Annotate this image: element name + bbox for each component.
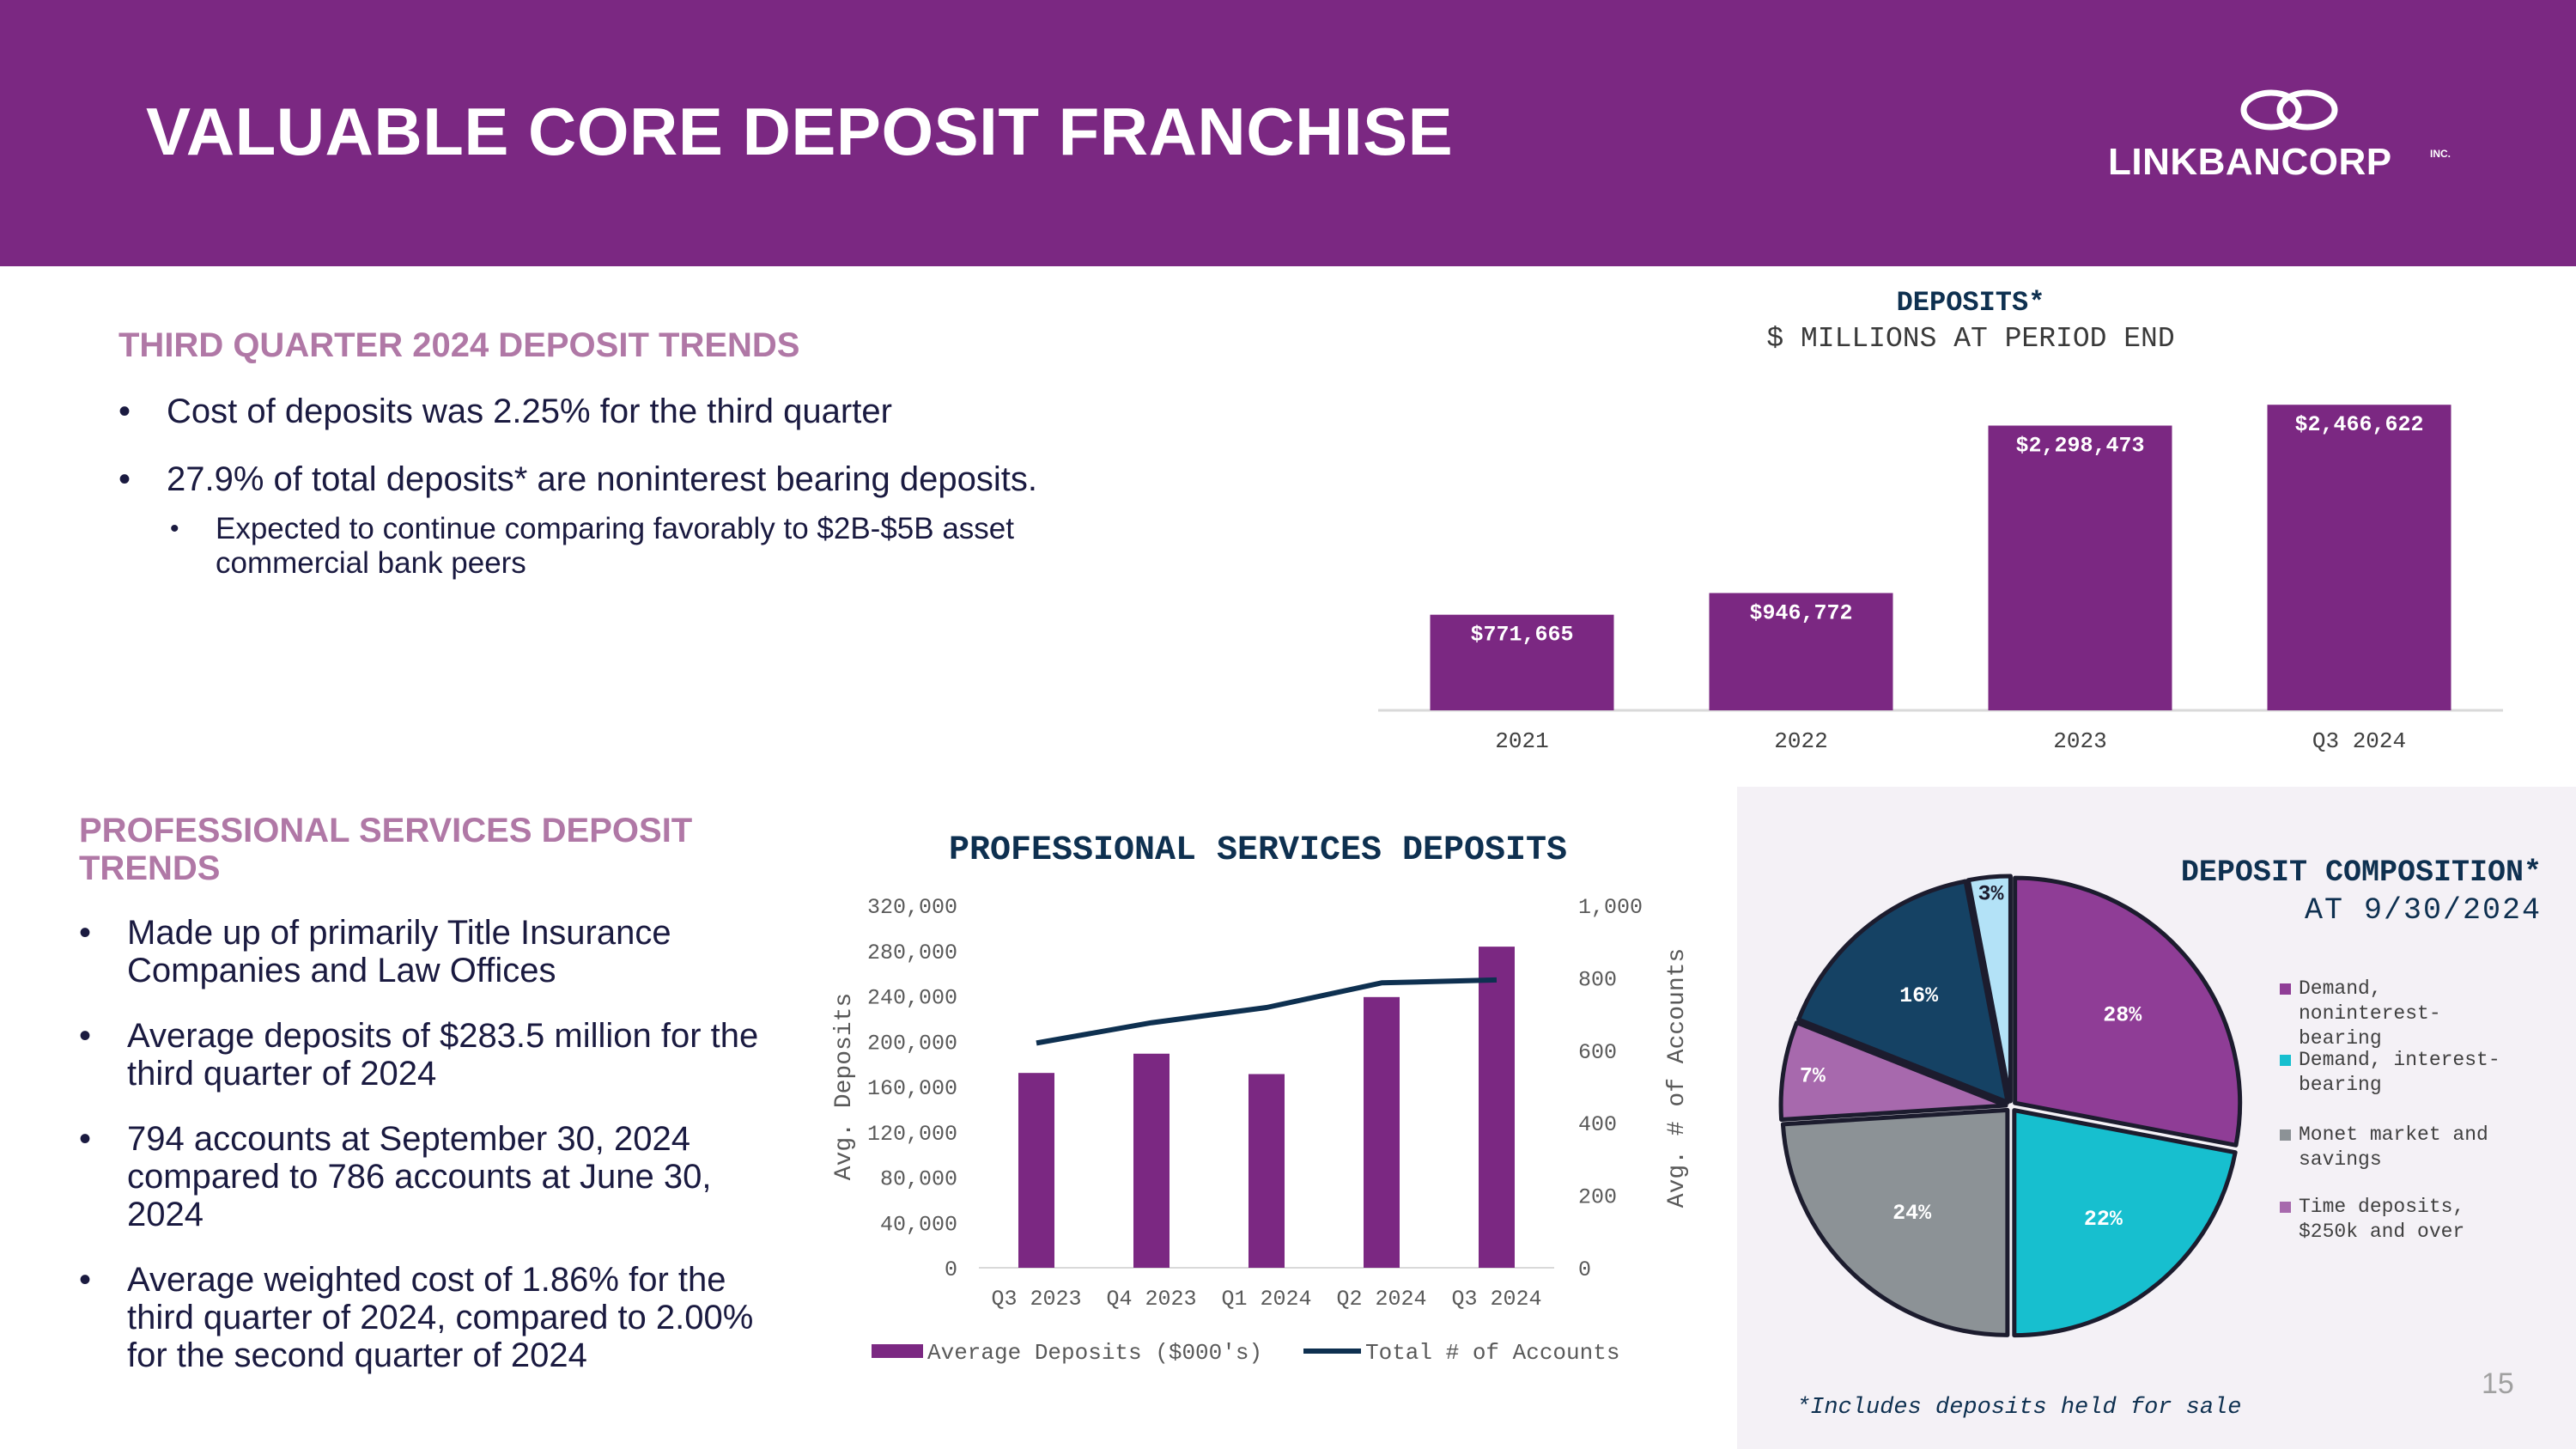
x-tick-label: Q3 2024 — [1451, 1287, 1541, 1312]
y2-tick-label: 0 — [1578, 1257, 1591, 1282]
legend-label: Time deposits, — [2299, 1196, 2464, 1218]
legend-label: Total # of Accounts — [1365, 1340, 1619, 1366]
legend-label: bearing — [2299, 1027, 2382, 1050]
x-tick-label: Q1 2024 — [1221, 1287, 1311, 1312]
y2-tick-label: 1,000 — [1578, 895, 1643, 920]
legend-label: Monet market and — [2299, 1123, 2488, 1146]
y-axis-label: Avg. Deposits — [831, 993, 858, 1180]
y-tick-label: 240,000 — [867, 986, 957, 1011]
legend-label: Average Deposits ($000's) — [927, 1340, 1262, 1366]
composition-chart-title: DEPOSIT COMPOSITION* — [2180, 855, 2542, 890]
y-tick-label: 280,000 — [867, 941, 957, 965]
professional-services-chart-title: PROFESSIONAL SERVICES DEPOSITS — [948, 831, 1568, 870]
list-item: Cost of deposits was 2.25% for the third… — [118, 393, 1200, 430]
y-tick-label: 0 — [945, 1257, 957, 1282]
bar — [1988, 425, 2172, 710]
deposits-bar-chart: $771,665 2021 $946,772 2022 $2,298,473 2023 $2… — [1378, 405, 2503, 754]
legend-label: Demand, — [2299, 977, 2382, 1000]
legend-label: $250k and over — [2299, 1221, 2464, 1243]
bar — [1249, 1074, 1285, 1268]
professional-services-list: Made up of primarily Title Insurance Com… — [79, 914, 792, 1374]
logo-text: LINKBANCORP — [2108, 141, 2392, 183]
linkbancorp-logo: LINKBANCORP INC. — [2108, 79, 2469, 191]
pie-data-label: 22% — [2084, 1207, 2123, 1232]
pie-data-label: 24% — [1893, 1201, 1932, 1226]
y-tick-label: 120,000 — [867, 1122, 957, 1147]
x-tick-label: Q3 2024 — [2312, 728, 2406, 754]
list-item: Average weighted cost of 1.86% for the t… — [79, 1261, 792, 1374]
legend-swatch — [2280, 1055, 2291, 1066]
legend-swatch-bars — [872, 1344, 923, 1358]
y-tick-label: 160,000 — [867, 1076, 957, 1101]
x-tick-label: Q2 2024 — [1336, 1287, 1426, 1312]
y-tick-label: 200,000 — [867, 1031, 957, 1056]
x-tick-label: Q4 2023 — [1106, 1287, 1196, 1312]
bar — [2267, 405, 2451, 710]
bar — [1018, 1073, 1054, 1268]
pie-data-label: 3% — [1978, 881, 2004, 906]
list-item-sub: Expected to continue comparing favorably… — [118, 512, 1117, 581]
deposits-chart-title: DEPOSITS* — [1896, 287, 2045, 319]
legend-swatch — [2280, 983, 2291, 995]
list-item: 794 accounts at September 30, 2024 compa… — [79, 1120, 745, 1233]
y-tick-label: 320,000 — [867, 895, 957, 920]
deposit-composition-pie-chart: 28% 22% 24% 7% 16% 3% Demand,noninterest-beari… — [1778, 874, 2500, 1338]
page-title: VALUABLE CORE DEPOSIT FRANCHISE — [146, 94, 1454, 169]
deposits-chart-subtitle: $ MILLIONS AT PERIOD END — [1766, 323, 2175, 355]
footnote: *Includes deposits held for sale — [1796, 1395, 2242, 1421]
legend-label: noninterest- — [2299, 1002, 2441, 1025]
y2-axis-label: Avg. # of Accounts — [1664, 948, 1691, 1208]
pie-data-label: 16% — [1899, 983, 1939, 1008]
list-item: Average deposits of $283.5 million for t… — [79, 1017, 792, 1093]
pie-slice — [2012, 1108, 2238, 1338]
data-label: $2,298,473 — [2015, 433, 2144, 458]
professional-services-combo-chart: 0 40,000 80,000 120,000 160,000 200,000 240,00… — [831, 895, 1691, 1366]
page-number: 15 — [2482, 1367, 2514, 1400]
list-item: Made up of primarily Title Insurance Com… — [79, 914, 792, 989]
bar — [1479, 947, 1515, 1268]
logo-inc: INC. — [2430, 148, 2451, 160]
pie-data-label: 28% — [2103, 1003, 2142, 1028]
y2-tick-label: 400 — [1578, 1112, 1617, 1137]
logo-rings-icon — [2240, 89, 2338, 131]
pie-slice — [1965, 874, 2013, 1104]
legend-label: Demand, interest- — [2299, 1049, 2500, 1071]
quarter-trends-list: Cost of deposits was 2.25% for the third… — [118, 393, 1200, 581]
bar — [1364, 996, 1400, 1268]
y2-tick-label: 200 — [1578, 1185, 1617, 1210]
legend-label: savings — [2299, 1148, 2382, 1171]
y2-tick-label: 600 — [1578, 1040, 1617, 1065]
list-item: 27.9% of total deposits* are noninterest… — [118, 460, 1200, 498]
legend-label: bearing — [2299, 1074, 2382, 1096]
x-tick-label: 2021 — [1495, 728, 1548, 754]
data-label: $2,466,622 — [2294, 412, 2423, 437]
accounts-line — [1036, 977, 1498, 1046]
composition-chart-subtitle: AT 9/30/2024 — [2304, 893, 2542, 928]
pie-slice — [1778, 1020, 2008, 1123]
header-banner: VALUABLE CORE DEPOSIT FRANCHISE LINKBANC… — [0, 0, 2576, 266]
bar — [1709, 593, 1893, 710]
y2-tick-label: 800 — [1578, 967, 1617, 992]
data-label: $771,665 — [1470, 623, 1573, 648]
pie-slice — [2013, 875, 2243, 1148]
pie-slice — [1780, 1107, 2010, 1337]
pie-data-label: 7% — [1800, 1063, 1826, 1088]
legend-swatch — [2280, 1129, 2291, 1141]
bar — [1430, 614, 1614, 710]
bar — [1133, 1053, 1170, 1268]
y-tick-label: 80,000 — [880, 1167, 957, 1192]
pie-slice — [1796, 879, 2010, 1105]
y-tick-label: 40,000 — [880, 1212, 957, 1237]
data-label: $946,772 — [1749, 600, 1852, 625]
x-tick-label: 2022 — [1774, 728, 1827, 754]
section-heading-professional-services: PROFESSIONAL SERVICES DEPOSIT TRENDS — [79, 812, 693, 887]
section-heading-quarter-trends: THIRD QUARTER 2024 DEPOSIT TRENDS — [118, 326, 800, 364]
legend-swatch — [2280, 1202, 2291, 1213]
x-tick-label: Q3 2023 — [991, 1287, 1081, 1312]
x-tick-label: 2023 — [2053, 728, 2106, 754]
